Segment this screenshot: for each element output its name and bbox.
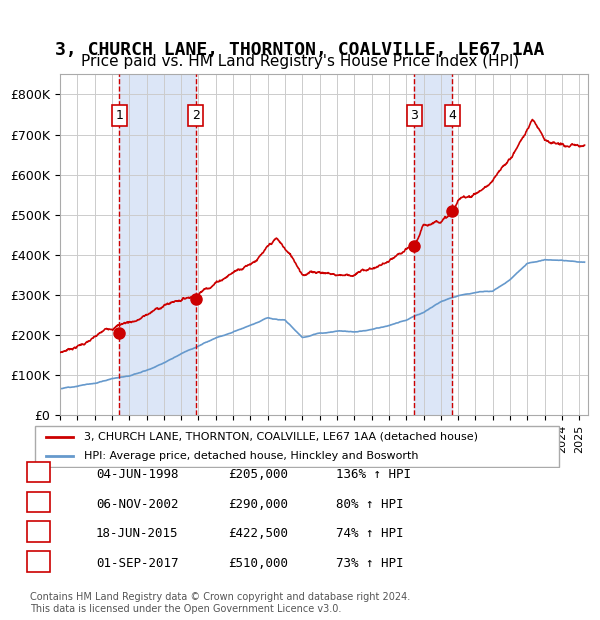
Text: 3, CHURCH LANE, THORNTON, COALVILLE, LE67 1AA (detached house): 3, CHURCH LANE, THORNTON, COALVILLE, LE6… [84, 432, 478, 442]
Text: 01-SEP-2017: 01-SEP-2017 [96, 557, 179, 570]
Text: HPI: Average price, detached house, Hinckley and Bosworth: HPI: Average price, detached house, Hinc… [84, 451, 419, 461]
Text: £205,000: £205,000 [228, 468, 288, 481]
Text: 06-NOV-2002: 06-NOV-2002 [96, 498, 179, 510]
Text: 2: 2 [192, 109, 200, 122]
Text: 136% ↑ HPI: 136% ↑ HPI [336, 468, 411, 481]
Text: Contains HM Land Registry data © Crown copyright and database right 2024.
This d: Contains HM Land Registry data © Crown c… [30, 592, 410, 614]
FancyBboxPatch shape [35, 425, 559, 467]
Bar [414, 74, 452, 415]
Text: Price paid vs. HM Land Registry's House Price Index (HPI): Price paid vs. HM Land Registry's House … [81, 55, 519, 69]
Text: 73% ↑ HPI: 73% ↑ HPI [336, 557, 404, 570]
Text: 80% ↑ HPI: 80% ↑ HPI [336, 498, 404, 510]
Text: 1: 1 [115, 109, 123, 122]
Text: 04-JUN-1998: 04-JUN-1998 [96, 468, 179, 481]
Text: £510,000: £510,000 [228, 557, 288, 570]
Text: 2: 2 [35, 498, 42, 510]
Text: 3: 3 [410, 109, 418, 122]
Text: £422,500: £422,500 [228, 528, 288, 540]
Text: £290,000: £290,000 [228, 498, 288, 510]
Text: 4: 4 [35, 557, 42, 570]
Text: 18-JUN-2015: 18-JUN-2015 [96, 528, 179, 540]
Bar [119, 74, 196, 415]
Text: 74% ↑ HPI: 74% ↑ HPI [336, 528, 404, 540]
Text: 3, CHURCH LANE, THORNTON, COALVILLE, LE67 1AA: 3, CHURCH LANE, THORNTON, COALVILLE, LE6… [55, 41, 545, 59]
Text: 1: 1 [35, 468, 42, 481]
Text: 3: 3 [35, 528, 42, 540]
Text: 4: 4 [449, 109, 457, 122]
